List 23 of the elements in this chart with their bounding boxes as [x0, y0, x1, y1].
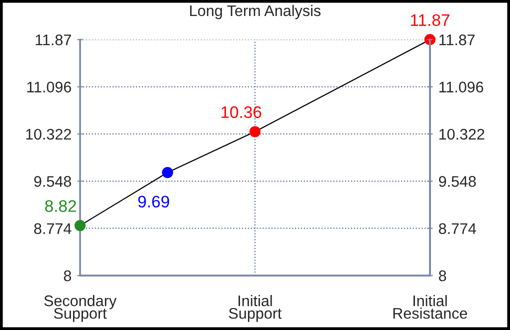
point — [74, 220, 86, 232]
y2-tick-label: 10.322 — [439, 128, 484, 140]
point — [249, 126, 261, 138]
data-label: 9.69 — [138, 196, 170, 208]
x-tick-label: Secondary Support — [44, 294, 117, 322]
y2-tick-label: 11.096 — [439, 82, 484, 92]
y2-tick-label: 11.87 — [439, 34, 475, 46]
data-label: 10.36 — [222, 106, 262, 118]
y-tick-label: 11.87 — [36, 34, 71, 46]
y-tick-label: 9.548 — [34, 176, 72, 187]
y-tick-label: 8 — [64, 270, 72, 282]
data-label: 8.82 — [45, 200, 76, 212]
x-tick-label: Initial Resistance — [393, 294, 468, 319]
y-tick-label: 10.322 — [26, 128, 71, 140]
chart-title: Long Term Analysis — [190, 4, 321, 20]
y2-tick-label: 8 — [438, 270, 446, 282]
y-tick-label: 8.774 — [34, 223, 72, 234]
data-label: 11.87 — [410, 14, 450, 26]
y-tick-label: 11.096 — [27, 82, 72, 92]
y2-tick-label: 9.548 — [438, 176, 476, 187]
point — [162, 166, 174, 178]
x-tick-label: Initial Support — [228, 294, 282, 322]
y2-tick-label: 8.774 — [438, 223, 476, 234]
